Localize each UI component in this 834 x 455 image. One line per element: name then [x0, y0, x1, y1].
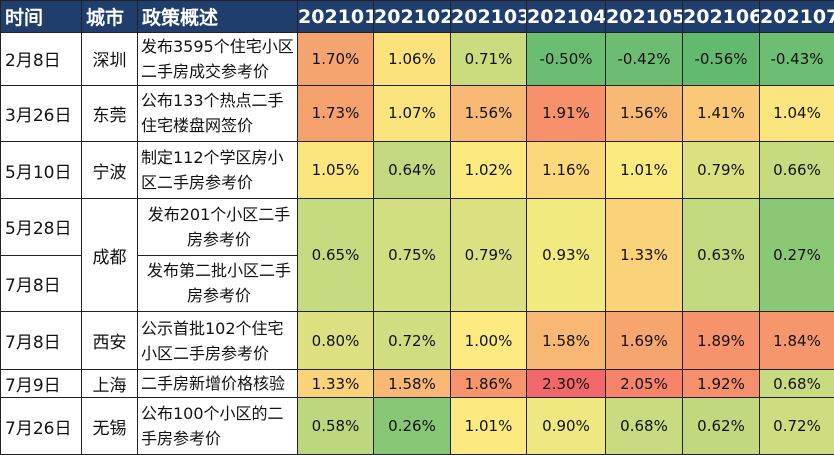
value-cell: 1.56% [605, 84, 683, 143]
value-cell: 1.07% [373, 84, 451, 143]
city-cell: 深圳 [81, 32, 138, 86]
value-cell: 0.62% [682, 397, 760, 455]
header-month: 202102 [373, 0, 451, 33]
value-cell: 1.05% [297, 141, 374, 199]
policy-cell: 二手房新增价格核验 [137, 368, 298, 399]
date-cell: 5月10日 [0, 141, 82, 199]
date-cell: 7月8日 [1, 254, 81, 311]
header-policy: 政策概述 [137, 0, 298, 33]
city-cell: 宁波 [81, 141, 138, 199]
value-cell: -0.56% [682, 32, 760, 86]
policy-cell: 制定112个学区房小区二手房参考价 [137, 141, 298, 199]
table-row: 5月28日 7月8日 成都 发布201个小区二手房参考价 发布第二批小区二手房参… [0, 197, 834, 313]
value-cell: 2.05% [605, 368, 683, 399]
value-cell: 0.79% [682, 141, 760, 199]
value-cell: 1.06% [373, 32, 451, 86]
value-cell: 1.01% [450, 397, 527, 455]
value-cell: 1.89% [682, 311, 760, 370]
header-month: 202106 [682, 0, 760, 33]
value-cell: 0.65% [297, 197, 374, 313]
header-month: 202105 [605, 0, 683, 33]
value-cell: 1.02% [450, 141, 527, 199]
city-cell: 无锡 [81, 397, 138, 455]
header-month: 202104 [526, 0, 606, 33]
value-cell: 1.70% [297, 32, 374, 86]
value-cell: 0.93% [526, 197, 606, 313]
policy-cell: 公布100个小区的二手房参考价 [137, 397, 298, 455]
value-cell: 0.79% [450, 197, 527, 313]
value-cell: 0.27% [759, 197, 834, 313]
header-city: 城市 [81, 0, 138, 33]
city-cell: 上海 [81, 368, 138, 399]
value-cell: 1.04% [759, 84, 834, 143]
value-cell: 1.00% [450, 311, 527, 370]
value-cell: 0.72% [373, 311, 451, 370]
date-cell: 7月26日 [0, 397, 82, 455]
value-cell: 0.63% [682, 197, 760, 313]
value-cell: 1.16% [526, 141, 606, 199]
policy-cell: 发布第二批小区二手房参考价 [138, 254, 297, 311]
table-row: 7月8日 西安 公示首批102个住宅小区二手房参考价 0.80% 0.72% 1… [0, 311, 834, 370]
city-cell: 成都 [81, 197, 138, 313]
value-cell: 0.64% [373, 141, 451, 199]
value-cell: 1.01% [605, 141, 683, 199]
date-cell: 7月8日 [0, 311, 82, 370]
header-month: 202103 [450, 0, 527, 33]
policy-cell: 公布133个热点二手住宅楼盘网签价 [137, 84, 298, 143]
header-month: 202107 [759, 0, 834, 33]
value-cell: 1.91% [526, 84, 606, 143]
value-cell: 0.68% [605, 397, 683, 455]
value-cell: 0.26% [373, 397, 451, 455]
value-cell: 1.33% [605, 197, 683, 313]
value-cell: -0.42% [605, 32, 683, 86]
value-cell: 1.56% [450, 84, 527, 143]
policy-cell: 公示首批102个住宅小区二手房参考价 [137, 311, 298, 370]
policy-cell: 发布201个小区二手房参考价 [147, 204, 291, 249]
table-row: 3月26日 东莞 公布133个热点二手住宅楼盘网签价 1.73% 1.07% 1… [0, 84, 834, 143]
value-cell: -0.43% [759, 32, 834, 86]
policy-cell: 发布3595个住宅小区二手房成交参考价 [137, 32, 298, 86]
date-cell: 5月28日 [5, 219, 72, 240]
value-cell: 0.66% [759, 141, 834, 199]
value-cell: 1.73% [297, 84, 374, 143]
value-cell: 0.80% [297, 311, 374, 370]
value-cell: 0.72% [759, 397, 834, 455]
value-cell: 0.71% [450, 32, 527, 86]
value-cell: 2.30% [526, 368, 606, 399]
value-cell: 1.69% [605, 311, 683, 370]
city-cell: 西安 [81, 311, 138, 370]
value-cell: 0.90% [526, 397, 606, 455]
date-cell: 7月9日 [0, 368, 82, 399]
value-cell: 1.58% [526, 311, 606, 370]
date-cell-split: 5月28日 7月8日 [0, 197, 82, 313]
city-cell: 东莞 [81, 84, 138, 143]
header-date: 时间 [0, 0, 82, 33]
value-cell: 0.75% [373, 197, 451, 313]
table-row: 5月10日 宁波 制定112个学区房小区二手房参考价 1.05% 0.64% 1… [0, 141, 834, 199]
value-cell: 0.68% [759, 368, 834, 399]
header-month: 202101 [297, 0, 374, 33]
value-cell: 0.58% [297, 397, 374, 455]
header-row: 时间 城市 政策概述 202101 202102 202103 202104 2… [0, 0, 834, 33]
value-cell: 1.86% [450, 368, 527, 399]
date-cell: 3月26日 [0, 84, 82, 143]
table-row: 7月9日 上海 二手房新增价格核验 1.33% 1.58% 1.86% 2.30… [0, 368, 834, 399]
value-cell: 1.41% [682, 84, 760, 143]
table-row: 2月8日 深圳 发布3595个住宅小区二手房成交参考价 1.70% 1.06% … [0, 32, 834, 86]
value-cell: 1.33% [297, 368, 374, 399]
table-row: 7月26日 无锡 公布100个小区的二手房参考价 0.58% 0.26% 1.0… [0, 397, 834, 455]
value-cell: 1.58% [373, 368, 451, 399]
value-cell: 1.92% [682, 368, 760, 399]
value-cell: 1.84% [759, 311, 834, 370]
date-cell: 2月8日 [0, 32, 82, 86]
policy-cell-split: 发布201个小区二手房参考价 发布第二批小区二手房参考价 [137, 197, 298, 313]
value-cell: -0.50% [526, 32, 606, 86]
